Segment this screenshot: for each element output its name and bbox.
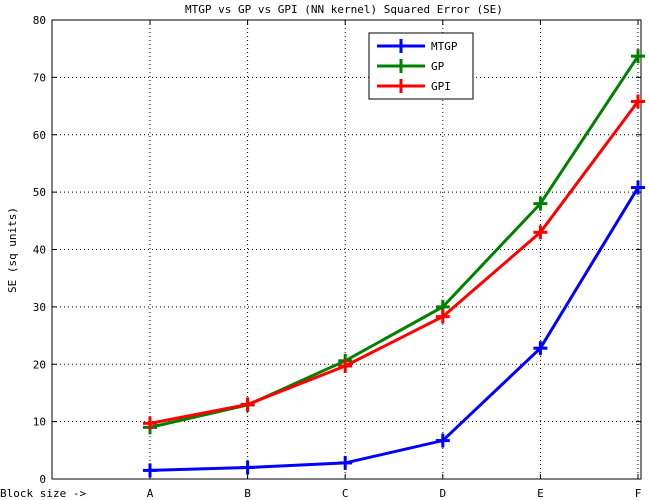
series-point-gp [631, 49, 645, 64]
legend-label-gp: GP [431, 60, 445, 73]
y-tick-label: 20 [33, 358, 46, 371]
y-tick-label: 70 [33, 71, 46, 84]
series-point-gpi [240, 397, 255, 412]
legend-item-gp: GP [377, 59, 445, 73]
series-point-gpi [435, 309, 450, 324]
grid-lines [52, 20, 641, 479]
series-point-gpi [143, 416, 157, 431]
series-point-gpi [533, 225, 548, 240]
series-point-mtgp [338, 455, 353, 470]
y-tick-label: 10 [33, 416, 46, 429]
x-axis-prefix-label: Block size -> [0, 487, 86, 500]
x-tick-label: A [147, 487, 154, 500]
legend: MTGP GP GPI [368, 32, 474, 100]
legend-item-mtgp: MTGP [377, 39, 458, 53]
series-point-gp [533, 196, 548, 211]
series-point-gpi [338, 358, 353, 373]
series-point-mtgp [435, 433, 450, 448]
y-tick-label: 50 [33, 186, 46, 199]
series-point-mtgp [240, 460, 255, 475]
y-tick-label: 60 [33, 129, 46, 142]
axis-ticks: A B C D E F 0 10 20 30 40 50 60 70 80 [33, 14, 642, 500]
series-point-mtgp [143, 463, 157, 478]
y-tick-label: 30 [33, 301, 46, 314]
legend-label-mtgp: MTGP [431, 40, 458, 53]
series-point-gpi [631, 94, 645, 109]
x-tick-label: F [635, 487, 642, 500]
series-line-mtgp [149, 186, 640, 472]
legend-label-gpi: GPI [431, 80, 451, 93]
x-tick-label: B [244, 487, 251, 500]
chart-title: MTGP vs GP vs GPI (NN kernel) Squared Er… [185, 3, 503, 16]
y-tick-label: 40 [33, 244, 46, 257]
series-point-mtgp [533, 341, 548, 356]
series-line-gp [149, 55, 640, 429]
y-tick-label: 80 [33, 14, 46, 27]
series-layer [143, 49, 645, 478]
y-axis-label: SE (sq units) [6, 207, 19, 293]
series-point-mtgp [631, 180, 645, 195]
legend-item-gpi: GPI [377, 79, 451, 93]
y-tick-label: 0 [39, 473, 46, 486]
x-tick-label: D [439, 487, 446, 500]
series-line-gpi [149, 100, 640, 425]
x-tick-label: E [537, 487, 544, 500]
x-tick-label: C [342, 487, 349, 500]
